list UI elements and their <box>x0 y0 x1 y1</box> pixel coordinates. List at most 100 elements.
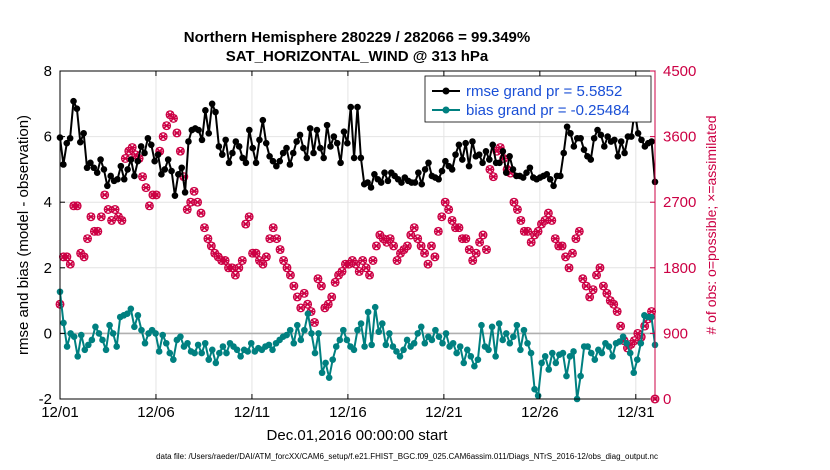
obs-assimilated-marker <box>97 213 106 221</box>
bias-point <box>237 353 244 360</box>
bias-point <box>566 353 574 360</box>
bias-point <box>524 339 531 347</box>
y2-tick-label: 4500 <box>663 63 696 80</box>
rmse-point <box>303 154 311 162</box>
rmse-point <box>526 164 534 172</box>
obs-assimilated-marker <box>471 249 481 257</box>
rmse-point <box>60 161 67 168</box>
rmse-point <box>63 139 71 147</box>
bias-point <box>194 341 202 349</box>
bias-point <box>127 305 135 313</box>
obs-assimilated-marker <box>416 242 426 250</box>
bias-point <box>619 333 627 340</box>
rmse-point <box>171 192 179 199</box>
rmse-point <box>648 138 655 145</box>
bias-point <box>290 339 298 347</box>
bias-point <box>403 336 411 344</box>
rmse-point <box>452 151 459 158</box>
obs-assimilated-marker <box>561 253 570 261</box>
obs-assimilated-marker <box>368 256 378 265</box>
obs-assimilated-marker <box>616 322 625 330</box>
bias-point <box>428 336 436 344</box>
obs-assimilated-marker <box>406 231 415 239</box>
bias-point <box>109 330 117 337</box>
obs-assimilated-marker <box>286 271 295 279</box>
obs-assimilated-marker <box>588 285 598 294</box>
rmse-point <box>519 174 527 181</box>
bias-point <box>283 331 290 339</box>
bias-point <box>205 356 213 363</box>
rmse-point <box>300 144 307 152</box>
obs-assimilated-marker <box>172 129 182 137</box>
obs-assimilated-marker <box>196 209 206 217</box>
obs-assimilated-marker <box>289 282 299 290</box>
obs-assimilated-marker <box>162 121 171 130</box>
obs-assimilated-marker <box>138 172 147 181</box>
bias-point <box>400 346 407 354</box>
bias-point <box>502 330 510 337</box>
obs-assimilated-marker <box>300 289 309 298</box>
rmse-point <box>259 116 267 124</box>
rmse-point <box>127 156 135 163</box>
obs-assimilated-marker <box>83 234 92 243</box>
bias-point <box>616 338 623 345</box>
bias-point <box>548 349 556 357</box>
x-tick-label: 12/01 <box>41 404 79 421</box>
obs-assimilated-marker <box>430 253 440 261</box>
rmse-point <box>147 141 155 149</box>
bias-point <box>336 336 344 344</box>
bias-point <box>570 348 577 355</box>
obs-assimilated-marker <box>66 260 75 268</box>
obs-assimilated-marker <box>282 264 292 272</box>
rmse-point <box>181 189 189 196</box>
rmse-point <box>208 100 216 108</box>
obs-assimilated-marker <box>427 242 436 250</box>
bias-point <box>265 341 273 349</box>
bias-point <box>159 331 167 339</box>
obs-assimilated-marker <box>220 256 230 265</box>
rmse-point <box>158 171 165 178</box>
rmse-point <box>218 151 226 158</box>
bias-point <box>414 330 422 337</box>
rmse-point <box>289 149 297 157</box>
obs-assimilated-marker <box>251 249 261 257</box>
bias-point <box>471 362 478 370</box>
chart-title: Northern Hemisphere 280229 / 282066 = 99… <box>184 29 530 46</box>
rmse-point <box>178 164 186 172</box>
rmse-point <box>486 156 493 163</box>
bias-point <box>485 346 492 354</box>
rmse-point <box>144 134 152 142</box>
bias-point <box>297 336 305 344</box>
bias-point <box>492 353 499 360</box>
rmse-point <box>212 108 219 116</box>
obs-assimilated-marker <box>241 220 250 228</box>
rmse-point <box>381 169 388 176</box>
rmse-point <box>509 166 517 173</box>
bias-point <box>510 333 517 340</box>
rmse-point <box>617 138 625 145</box>
bias-point <box>155 348 163 355</box>
obs-assimilated-marker <box>303 300 312 309</box>
obs-assimilated-marker <box>478 231 488 239</box>
bias-point <box>170 356 177 363</box>
obs-assimilated-marker <box>145 202 154 210</box>
obs-assimilated-marker <box>513 205 522 214</box>
bias-point <box>134 312 142 319</box>
bias-point <box>102 346 110 354</box>
obs-assimilated-marker <box>482 245 491 254</box>
obs-assimilated-marker <box>238 256 247 265</box>
obs-assimilated-marker <box>392 256 402 265</box>
obs-assimilated-marker <box>582 282 591 290</box>
obs-assimilated-marker <box>117 216 127 225</box>
rmse-point <box>557 172 564 180</box>
bias-point <box>74 353 82 360</box>
obs-assimilated-marker <box>454 223 464 232</box>
y2-tick-label: 900 <box>663 325 688 342</box>
bias-point <box>559 349 567 357</box>
rmse-point <box>465 162 473 170</box>
obs-assimilated-marker <box>324 300 333 309</box>
rmse-point <box>543 171 551 178</box>
bias-point <box>106 321 113 329</box>
y-tick-label: -2 <box>39 391 52 408</box>
legend-bias-label: bias grand pr = -0.25484 <box>466 102 630 119</box>
